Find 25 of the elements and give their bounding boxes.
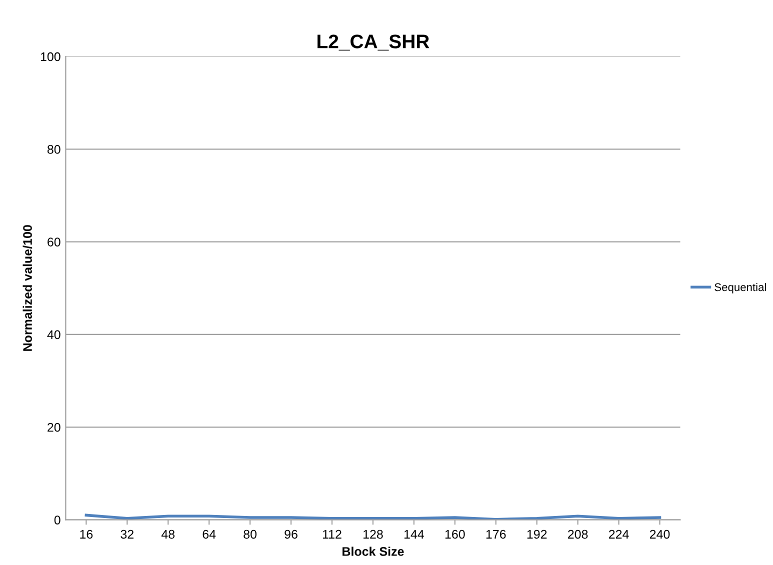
y-tick-label: 20: [48, 422, 60, 432]
x-axis-title: Block Size: [342, 546, 404, 556]
x-tick-label: 16: [80, 530, 93, 539]
x-tick-label: 160: [445, 530, 465, 539]
x-tick-label: 224: [608, 530, 629, 539]
x-tick-label: 128: [364, 530, 383, 539]
x-tick-label: 64: [202, 530, 216, 539]
x-tick-label: 176: [486, 530, 506, 539]
x-tick-label: 96: [284, 530, 298, 539]
y-tick-label: 80: [47, 144, 60, 154]
x-tick-label: 192: [527, 530, 547, 539]
x-tick-label: 112: [322, 530, 342, 539]
y-tick-label: 40: [47, 330, 60, 340]
x-tick-label: 80: [244, 530, 257, 539]
x-tick-label: 48: [161, 530, 175, 539]
chart-title: L2_CA_SHR: [318, 34, 430, 51]
x-tick-label: 32: [120, 530, 134, 539]
y-tick-label: 100: [40, 52, 60, 62]
x-tick-label: 208: [568, 530, 588, 539]
y-tick-label: 0: [54, 516, 60, 524]
legend-label: Sequential: [714, 282, 766, 294]
y-tick-label: 60: [48, 238, 60, 246]
x-tick-label: 240: [650, 530, 670, 539]
x-tick-label: 144: [404, 530, 424, 539]
y-axis-title: Normalized value/100: [22, 225, 32, 351]
